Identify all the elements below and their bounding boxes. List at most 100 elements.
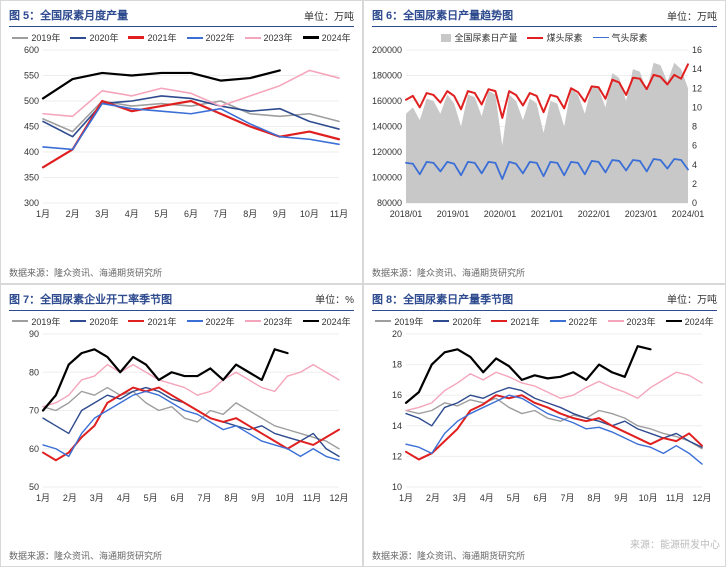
svg-text:1月: 1月 [36,209,50,219]
svg-text:11月: 11月 [330,209,348,219]
svg-text:3月: 3月 [453,493,467,503]
legend-item: 2021年 [128,31,176,44]
legend-label: 2020年 [89,31,118,44]
legend-item: 2022年 [187,31,235,44]
svg-text:6: 6 [692,141,697,151]
svg-text:120000: 120000 [372,147,402,157]
legend-label: 2022年 [569,315,598,328]
svg-text:400: 400 [24,147,39,157]
legend-label: 2024年 [322,315,351,328]
chart-svg: 8000010000012000014000016000018000020000… [372,46,712,221]
legend-label: 2022年 [206,31,235,44]
chart-header: 图 5：全国尿素月度产量单位：万吨 [9,7,354,27]
svg-text:2019/01: 2019/01 [437,209,470,219]
svg-text:4月: 4月 [480,493,494,503]
legend-item: 2023年 [245,315,293,328]
panel-figure-8: 图 8：全国尿素日产量季节图单位：万吨2019年2020年2021年2022年2… [363,284,726,567]
svg-text:60: 60 [29,443,39,453]
svg-text:9月: 9月 [273,209,287,219]
panel-figure-5: 图 5：全国尿素月度产量单位：万吨2019年2020年2021年2022年202… [0,0,363,284]
legend-item: 2019年 [12,315,60,328]
legend-item: 2021年 [491,315,539,328]
svg-text:9月: 9月 [251,493,265,503]
svg-text:100000: 100000 [372,173,402,183]
svg-text:18: 18 [392,359,402,369]
chart-svg: 3003504004505005506001月2月3月4月5月6月7月8月9月1… [9,46,349,221]
svg-text:10月: 10月 [300,209,319,219]
svg-text:12: 12 [692,83,702,93]
chart-grid: 图 5：全国尿素月度产量单位：万吨2019年2020年2021年2022年202… [0,0,726,567]
legend-label: 2021年 [147,31,176,44]
chart-header: 图 8：全国尿素日产量季节图单位：万吨 [372,291,717,311]
legend-item: 全国尿素日产量 [441,31,517,44]
legend-item: 2019年 [375,315,423,328]
svg-text:8月: 8月 [587,493,601,503]
svg-text:600: 600 [24,46,39,55]
legend-label: 全国尿素日产量 [454,31,517,44]
svg-text:12月: 12月 [692,493,711,503]
legend-item: 2020年 [433,315,481,328]
legend-item: 2023年 [245,31,293,44]
watermark: 来源：能源研发中心 [630,536,720,551]
chart-title: 图 6：全国尿素日产量趋势图 [372,7,513,23]
svg-text:11月: 11月 [666,493,684,503]
svg-text:160000: 160000 [372,96,402,106]
svg-text:2月: 2月 [426,493,440,503]
svg-text:4: 4 [692,160,697,170]
svg-text:6月: 6月 [184,209,198,219]
svg-text:3月: 3月 [90,493,104,503]
svg-text:300: 300 [24,198,39,208]
svg-text:200000: 200000 [372,46,402,55]
svg-text:8: 8 [692,122,697,132]
svg-text:3月: 3月 [95,209,109,219]
svg-text:550: 550 [24,71,39,81]
chart-source: 数据来源：隆众资讯、海通期货研究所 [9,263,354,279]
svg-text:500: 500 [24,96,39,106]
svg-text:2020/01: 2020/01 [484,209,517,219]
chart-unit: 单位：万吨 [304,8,354,23]
legend-item: 2024年 [303,315,351,328]
legend-item: 2021年 [128,315,176,328]
chart-title: 图 8：全国尿素日产量季节图 [372,291,513,307]
legend-item: 2022年 [550,315,598,328]
legend-label: 气头尿素 [612,31,648,44]
svg-text:0: 0 [692,198,697,208]
svg-text:20: 20 [392,330,402,339]
svg-text:2月: 2月 [63,493,77,503]
legend-label: 2021年 [510,315,539,328]
legend-label: 2023年 [264,315,293,328]
chart-header: 图 6：全国尿素日产量趋势图单位：万吨 [372,7,717,27]
chart-legend: 2019年 2020年 2021年 2022年 2023年 2024年 [372,311,717,330]
legend-item: 2024年 [303,31,351,44]
chart-plot-area: 50607080901月2月3月4月5月6月7月8月9月10月11月12月 [9,330,354,547]
svg-text:2月: 2月 [66,209,80,219]
chart-legend: 全国尿素日产量 煤头尿素 气头尿素 [372,27,717,46]
chart-svg: 1012141618201月2月3月4月5月6月7月8月9月10月11月12月 [372,330,712,505]
svg-text:11月: 11月 [303,493,321,503]
svg-text:80000: 80000 [377,198,402,208]
legend-label: 2021年 [147,315,176,328]
legend-item: 2023年 [608,315,656,328]
legend-item: 煤头尿素 [527,31,582,44]
svg-text:2023/01: 2023/01 [625,209,658,219]
chart-legend: 2019年2020年2021年2022年2023年2024年 [9,27,354,46]
legend-label: 2024年 [322,31,351,44]
svg-text:70: 70 [29,405,39,415]
svg-text:8月: 8月 [243,209,257,219]
legend-label: 2022年 [206,315,235,328]
legend-label: 煤头尿素 [546,31,582,44]
svg-text:50: 50 [29,482,39,492]
svg-text:7月: 7月 [560,493,574,503]
legend-item: 2020年 [70,315,118,328]
svg-text:4月: 4月 [125,209,139,219]
svg-text:180000: 180000 [372,71,402,81]
chart-title: 图 7：全国尿素企业开工率季节图 [9,291,172,307]
svg-text:10月: 10月 [276,493,295,503]
svg-text:14: 14 [392,420,402,430]
svg-text:10月: 10月 [639,493,658,503]
legend-item: 2024年 [666,315,714,328]
svg-text:1月: 1月 [399,493,413,503]
svg-text:16: 16 [692,46,702,55]
svg-text:2018/01: 2018/01 [390,209,423,219]
legend-label: 2024年 [685,315,714,328]
